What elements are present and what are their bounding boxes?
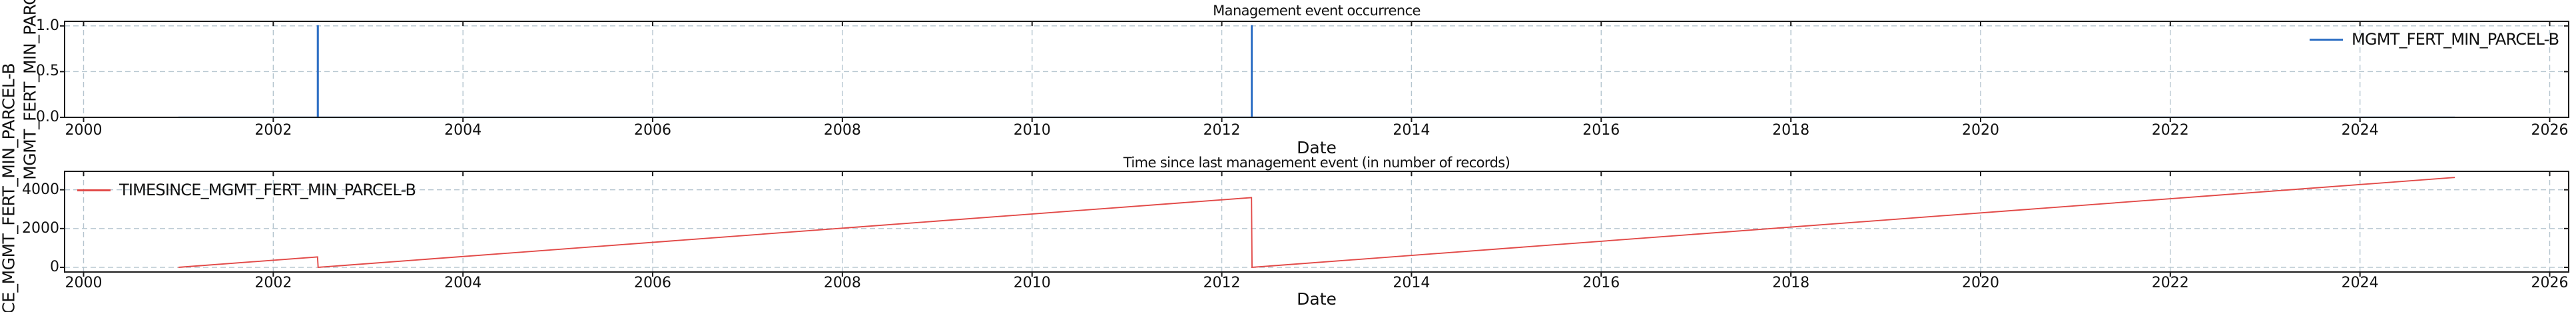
x-tick-label: 2000 bbox=[65, 275, 103, 291]
x-tick-label: 2026 bbox=[2531, 275, 2569, 291]
x-tick-label: 2012 bbox=[1203, 122, 1241, 139]
x-tick-label: 2002 bbox=[254, 122, 292, 139]
x-tick-label: 2010 bbox=[1013, 122, 1051, 139]
x-tick-label: 2004 bbox=[444, 122, 482, 139]
x-tick-label: 2006 bbox=[634, 122, 672, 139]
y-tick-label: 2000 bbox=[22, 219, 59, 237]
x-tick-label: 2016 bbox=[1582, 122, 1620, 139]
legend: MGMT_FERT_MIN_PARCEL-B bbox=[2310, 30, 2559, 49]
chart-title: Time since last management event (in num… bbox=[1123, 155, 1510, 171]
x-tick-label: 2014 bbox=[1393, 122, 1431, 139]
x-tick-label: 2020 bbox=[1961, 275, 1999, 291]
x-tick-label: 2010 bbox=[1013, 275, 1051, 291]
x-tick-label: 2018 bbox=[1772, 275, 1810, 291]
y-tick-label: 0 bbox=[50, 259, 59, 276]
x-tick-label: 2020 bbox=[1961, 122, 1999, 139]
x-tick-label: 2012 bbox=[1203, 275, 1241, 291]
legend-line-sample bbox=[77, 189, 111, 191]
x-axis-label: Date bbox=[1297, 289, 1337, 309]
x-tick-label: 2008 bbox=[823, 275, 861, 291]
x-tick-label: 2016 bbox=[1582, 275, 1620, 291]
x-tick-label: 2014 bbox=[1393, 275, 1431, 291]
y-tick-label: 0.0 bbox=[36, 109, 59, 125]
legend: TIMESINCE_MGMT_FERT_MIN_PARCEL-B bbox=[77, 181, 416, 199]
y-tick-label: 0.5 bbox=[36, 63, 59, 80]
chart-title: Management event occurrence bbox=[1213, 3, 1421, 19]
legend-line-sample bbox=[2310, 38, 2343, 41]
x-tick-label: 2008 bbox=[823, 122, 861, 139]
x-tick-label: 2002 bbox=[254, 275, 292, 291]
x-tick-label: 2006 bbox=[634, 275, 672, 291]
x-tick-label: 2022 bbox=[2151, 122, 2189, 139]
y-tick-label: 1.0 bbox=[36, 17, 59, 34]
legend-label: TIMESINCE_MGMT_FERT_MIN_PARCEL-B bbox=[119, 181, 416, 199]
x-tick-label: 2024 bbox=[2341, 275, 2379, 291]
x-tick-label: 2004 bbox=[444, 275, 482, 291]
y-tick-label: 4000 bbox=[22, 181, 59, 198]
x-tick-label: 2018 bbox=[1772, 122, 1810, 139]
x-tick-label: 2000 bbox=[65, 122, 103, 139]
x-tick-label: 2026 bbox=[2531, 122, 2569, 139]
legend-label: MGMT_FERT_MIN_PARCEL-B bbox=[2352, 30, 2559, 49]
x-axis-label: Date bbox=[1297, 138, 1337, 157]
x-tick-label: 2022 bbox=[2151, 275, 2189, 291]
x-tick-label: 2024 bbox=[2341, 122, 2379, 139]
